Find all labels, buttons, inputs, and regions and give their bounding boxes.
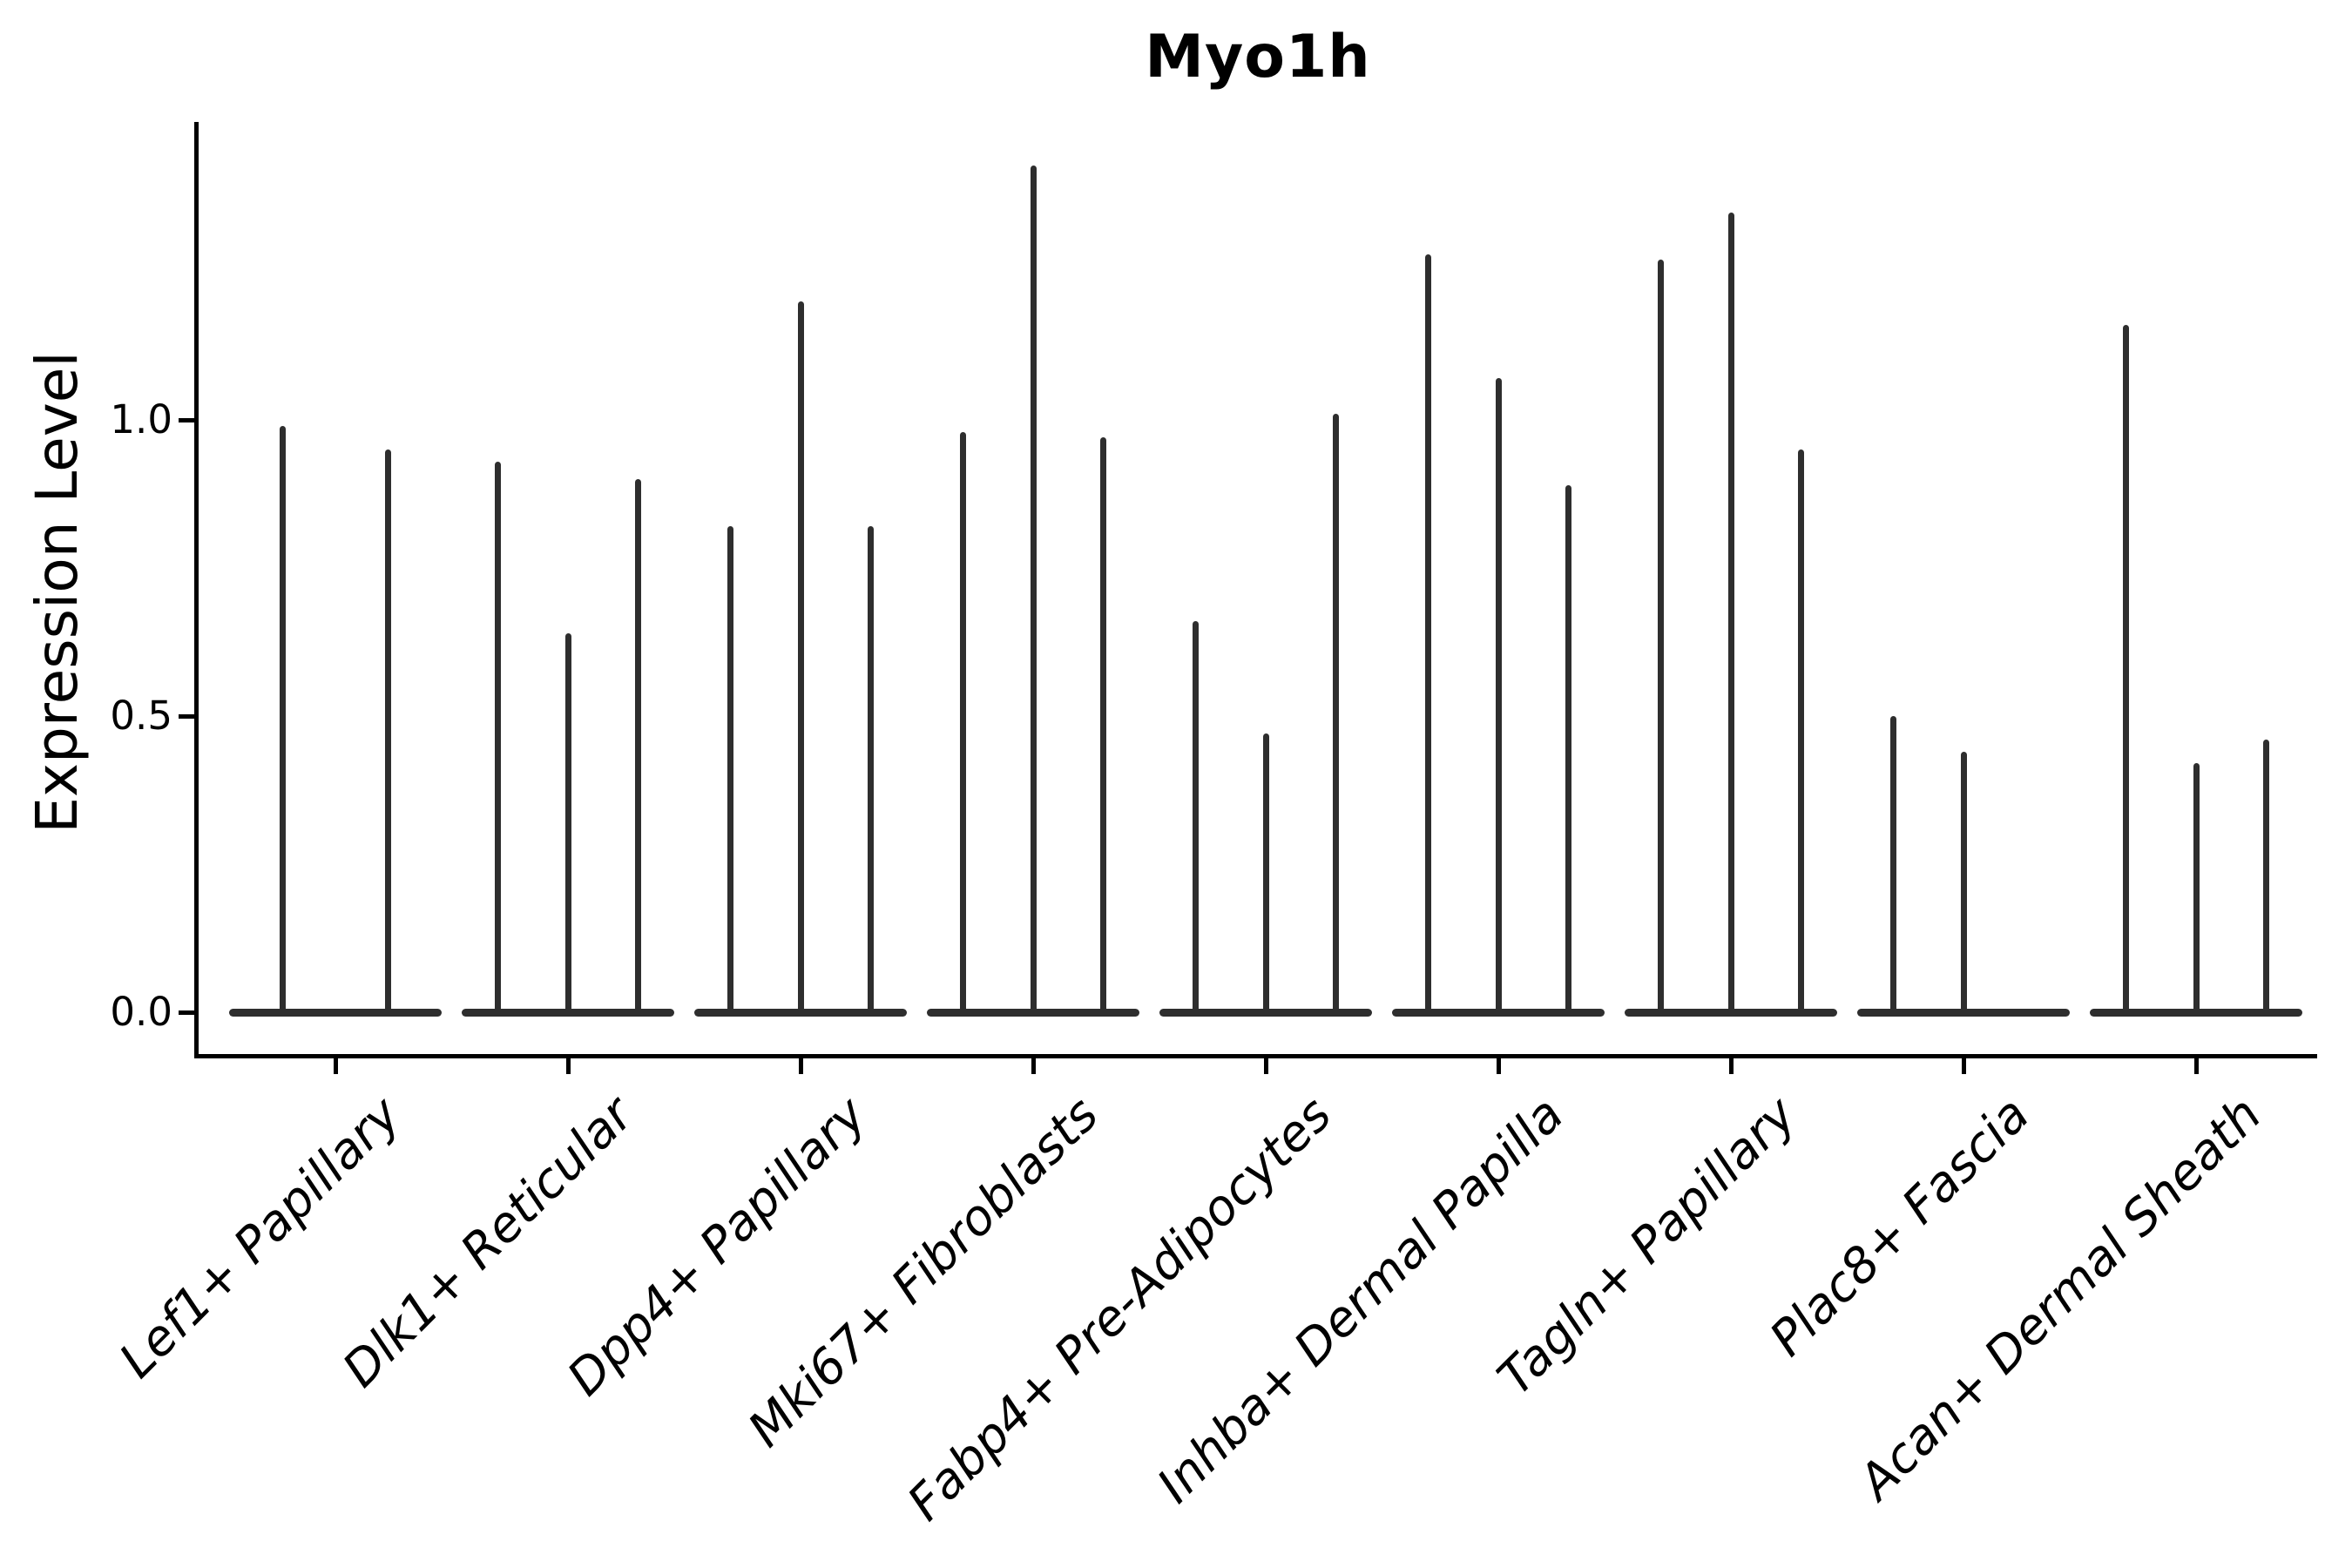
violin-spike (1495, 378, 1502, 1012)
violin-spike (1797, 449, 1804, 1012)
violin-base (1392, 1009, 1605, 1017)
violin-spike (384, 449, 391, 1012)
x-tick-mark (799, 1058, 803, 1074)
violin-spike (1727, 213, 1734, 1012)
x-tick-mark (1729, 1058, 1734, 1074)
y-tick-label: 0.5 (110, 693, 172, 739)
x-tick-label-text: Fabp4+ Pre-Adipocytes (896, 1086, 1342, 1532)
violin-spike (1565, 484, 1571, 1012)
x-tick-label-text: Inhba+ Dermal Papilla (1146, 1086, 1575, 1515)
violin-spike (1890, 716, 1897, 1012)
chart-title: Myo1h (1145, 23, 1371, 91)
x-tick-mark (1031, 1058, 1036, 1074)
x-axis-spine (194, 1054, 2317, 1058)
x-tick-mark (2194, 1058, 2199, 1074)
violin-spike (1030, 165, 1037, 1012)
y-tick-label: 1.0 (110, 396, 172, 443)
y-tick-mark (179, 1010, 194, 1015)
violin-spike (564, 632, 571, 1012)
y-tick-mark (179, 418, 194, 422)
violin-spike (797, 301, 804, 1012)
violin-spike (1960, 751, 1967, 1012)
y-axis-spine (194, 122, 199, 1058)
violin-spike (2123, 325, 2130, 1012)
x-tick-mark (1962, 1058, 1966, 1074)
violin-spike (1193, 621, 1200, 1012)
violin-spike (2193, 763, 2200, 1012)
violin-base (2090, 1009, 2302, 1017)
y-tick-label: 0.0 (110, 989, 172, 1035)
violin-spike (634, 479, 641, 1012)
violin-base (1625, 1009, 1837, 1017)
x-tick-label-text: Acan+ Dermal Sheath (1848, 1086, 2273, 1511)
violin-spike (495, 461, 502, 1012)
violin-base (927, 1009, 1139, 1017)
violin-spike (1425, 253, 1432, 1012)
violin-base (462, 1009, 674, 1017)
violin-spike (727, 526, 734, 1012)
violin-base (229, 1009, 442, 1017)
x-tick-mark (566, 1058, 571, 1074)
violin-spike (1332, 414, 1339, 1012)
x-tick-mark (334, 1058, 338, 1074)
violin-spike (867, 526, 874, 1012)
violin-spike (960, 431, 967, 1012)
x-tick-mark (1497, 1058, 1501, 1074)
violin-spike (1262, 733, 1269, 1012)
violin-spike (280, 425, 287, 1012)
violin-spike (2262, 740, 2269, 1012)
violin-spike (1658, 260, 1665, 1012)
violin-spike (1099, 437, 1106, 1012)
violin-base (694, 1009, 907, 1017)
violin-base (1159, 1009, 1372, 1017)
x-tick-mark (1264, 1058, 1268, 1074)
y-tick-mark (179, 714, 194, 719)
violin-base (1857, 1009, 2070, 1017)
